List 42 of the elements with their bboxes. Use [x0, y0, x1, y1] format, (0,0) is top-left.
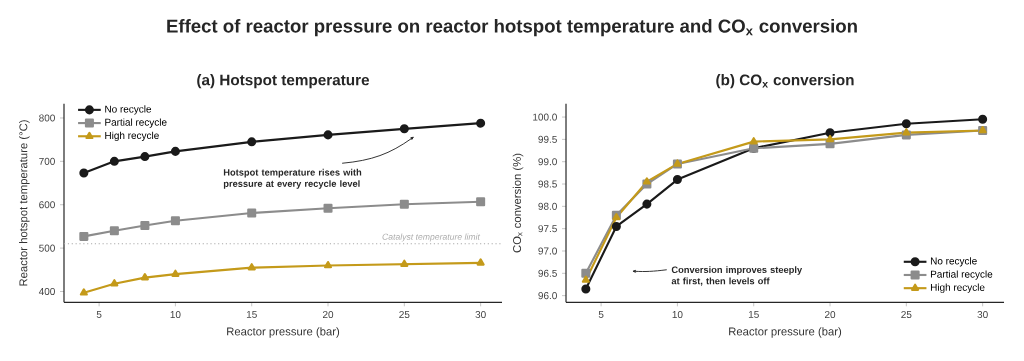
x-tick-label: 5	[598, 311, 604, 318]
chart-title: Effect of reactor pressure on reactor hotspot temperature and CO$_{x}$ conversion	[167, 18, 857, 37]
y-tick-label: 600	[39, 201, 55, 209]
legend-label: No recycle	[930, 257, 977, 267]
x-tick-label: 10	[170, 311, 181, 319]
x-tick-label: 10	[672, 311, 683, 319]
y-tick-label: 96.5	[538, 269, 557, 277]
y-tick-label: 100.0	[533, 113, 557, 121]
legend-label: Partial recycle	[930, 270, 993, 280]
y-tick-label: 400	[38, 287, 55, 296]
x-tick-label: 30	[475, 311, 486, 319]
y-tick-label: 500	[39, 244, 55, 252]
y-axis-title: CO$_{x}$ conversion (%)	[512, 153, 524, 253]
legend-label: High recycle	[105, 131, 159, 141]
y-tick-label: 97.5	[538, 225, 557, 233]
x-axis-title: Reactor pressure (bar)	[227, 327, 340, 338]
y-tick-label: 99.5	[538, 135, 557, 143]
y-tick-label: 98.0	[538, 202, 557, 210]
ref-line-label: Catalyst temperature limit	[382, 233, 481, 242]
legend-label: Partial recycle	[105, 118, 167, 128]
y-tick-label: 98.5	[538, 180, 557, 188]
y-tick-label: 700	[39, 157, 55, 165]
x-tick-label: 25	[399, 311, 410, 319]
annotation: Conversion improves steeply at first, then levels off	[671, 266, 803, 286]
y-axis-title: Reactor hotspot temperature (°C)	[19, 120, 30, 286]
x-axis-title: Reactor pressure (bar)	[729, 327, 842, 338]
legend-label: No recycle	[105, 105, 152, 115]
x-tick-label: 20	[322, 311, 334, 319]
chart-subtitle: (a) Hotspot temperature	[197, 74, 370, 89]
x-tick-label: 30	[977, 311, 988, 319]
y-tick-label: 99.0	[538, 158, 557, 166]
x-tick-label: 20	[824, 311, 836, 319]
x-tick-label: 15	[748, 311, 759, 318]
annotation: Hotspot temperature rises with pressure at every recycle level	[223, 168, 362, 189]
y-tick-label: 800	[39, 114, 55, 122]
x-tick-label: 15	[246, 311, 257, 318]
y-tick-label: 97.0	[538, 247, 557, 255]
chart-title: (b) CO$_{x}$ conversion	[716, 74, 854, 89]
x-tick-label: 5	[96, 311, 102, 318]
legend-label: High recycle	[930, 283, 985, 293]
y-tick-label: 96.0	[538, 292, 557, 300]
x-tick-label: 25	[901, 311, 912, 319]
